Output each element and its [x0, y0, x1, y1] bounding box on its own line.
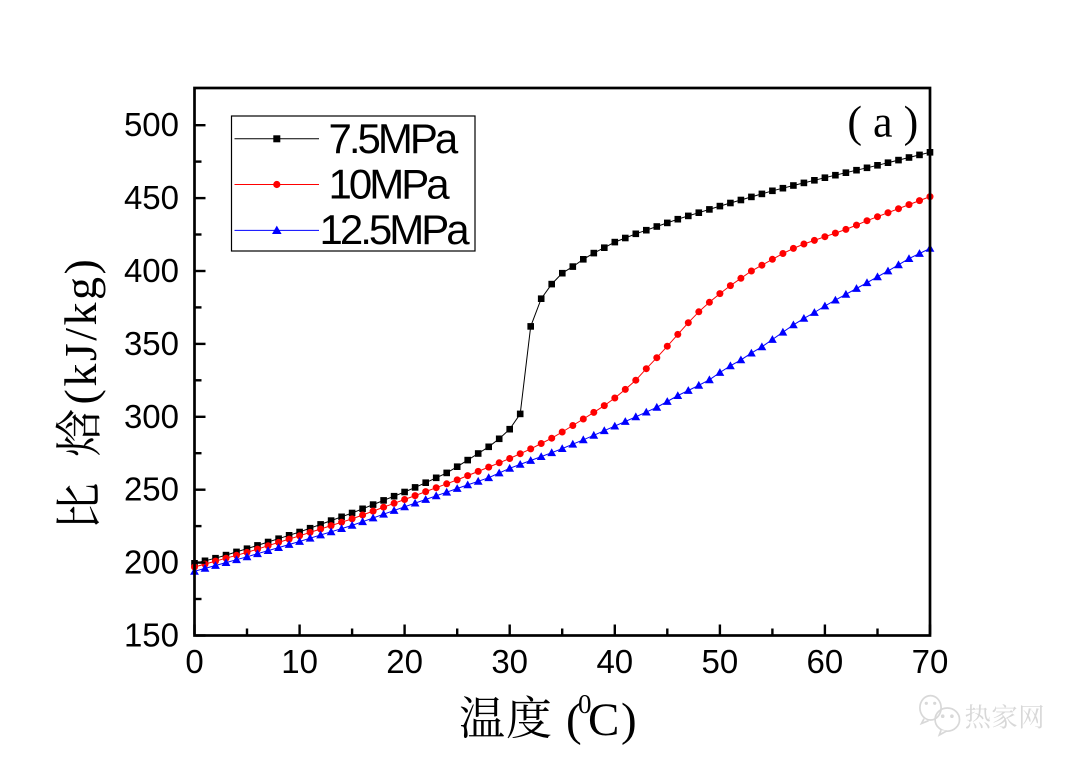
svg-text:0: 0 — [578, 689, 592, 719]
svg-text:0: 0 — [185, 643, 203, 680]
svg-text:150: 150 — [124, 617, 179, 654]
svg-text:250: 250 — [124, 471, 179, 508]
svg-text:7.5MPa: 7.5MPa — [329, 115, 459, 162]
svg-text:40: 40 — [596, 643, 633, 680]
svg-text:400: 400 — [124, 252, 179, 289]
svg-text:200: 200 — [124, 544, 179, 581]
svg-text:10MPa: 10MPa — [329, 160, 451, 207]
svg-text:70: 70 — [912, 643, 949, 680]
svg-text:450: 450 — [124, 179, 179, 216]
svg-text:350: 350 — [124, 325, 179, 362]
svg-text:30: 30 — [491, 643, 528, 680]
svg-text:(: ( — [566, 694, 582, 746]
svg-text:300: 300 — [124, 398, 179, 435]
svg-text:12.5MPa: 12.5MPa — [320, 206, 471, 253]
svg-text:60: 60 — [807, 643, 844, 680]
svg-text:( a ): ( a ) — [847, 97, 918, 146]
svg-text:): ) — [621, 694, 637, 746]
svg-text:500: 500 — [124, 106, 179, 143]
svg-text:10: 10 — [281, 643, 318, 680]
svg-text:(kJ/kg): (kJ/kg) — [55, 257, 106, 405]
svg-text:20: 20 — [386, 643, 423, 680]
svg-text:C: C — [588, 694, 619, 746]
svg-text:50: 50 — [702, 643, 739, 680]
